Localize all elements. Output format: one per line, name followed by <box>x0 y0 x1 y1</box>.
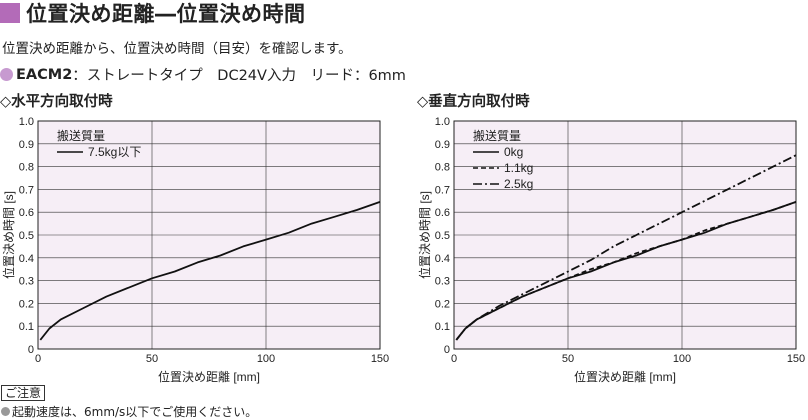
plot-frame <box>37 120 381 350</box>
y-tick-label: 1.0 <box>435 116 450 128</box>
section-label-horizontal: ◇水平方向取付時 <box>0 94 113 110</box>
y-tick-label: 0.2 <box>19 298 34 310</box>
plot-frame <box>453 120 797 350</box>
y-tick-label: 0.6 <box>435 207 450 219</box>
x-tick-label: 100 <box>673 353 691 365</box>
legend-label: 0kg <box>504 145 523 159</box>
page-title: 位置決め距離―位置決め時間 <box>26 2 306 26</box>
y-tick-label: 0.3 <box>435 276 450 288</box>
series-line <box>455 154 797 341</box>
legend-label: 1.1kg <box>504 161 533 175</box>
series-line <box>39 201 381 341</box>
y-tick-label: 0.1 <box>435 321 450 333</box>
y-tick-label: 0.1 <box>19 321 34 333</box>
x-tick-label: 150 <box>371 353 389 365</box>
legend-label: 7.5kg以下 <box>88 145 141 159</box>
y-tick-label: 0.9 <box>19 139 34 151</box>
y-tick-label: 0.5 <box>435 230 450 242</box>
note: 起動速度は、6mm/s以下でご使用ください。 <box>1 403 257 420</box>
y-tick-label: 0.4 <box>435 253 450 265</box>
x-tick-label: 100 <box>257 353 275 365</box>
title-bar: 位置決め距離―位置決め時間 <box>0 0 306 26</box>
legend-title: 搬送質量 <box>57 128 105 143</box>
y-tick-label: 0.7 <box>19 184 34 196</box>
x-tick-label: 0 <box>35 353 41 365</box>
model-line: EACM2 ：ストレートタイプ DC24V入力 リード：6mm <box>0 64 406 85</box>
y-tick-label: 0.4 <box>19 253 34 265</box>
y-axis-label: 位置決め時間 [s] <box>417 191 432 279</box>
x-tick-label: 0 <box>451 353 457 365</box>
page-subtitle: 位置決め距離から、位置決め時間（目安）を確認します。 <box>2 41 352 57</box>
model-name: EACM2 <box>16 66 73 83</box>
x-tick-label: 150 <box>787 353 805 365</box>
x-tick-label: 50 <box>562 353 574 365</box>
section-label-vertical: ◇垂直方向取付時 <box>417 94 530 110</box>
legend-title: 搬送質量 <box>473 128 521 143</box>
chart-vertical: 0 0.1 0.2 0.3 0.4 0.5 0.6 0.7 0.8 0.9 1.0 0 50 100 150… <box>417 116 805 384</box>
x-axis-label: 位置決め距離 [mm] <box>158 369 260 384</box>
y-tick-label: 0.9 <box>435 139 450 151</box>
legend-label: 2.5kg <box>504 177 533 191</box>
note-tag: ご注意 <box>1 385 46 401</box>
y-tick-label: 0.8 <box>435 162 450 174</box>
bullet-dot-icon <box>0 68 13 81</box>
y-tick-label: 0.2 <box>435 298 450 310</box>
y-tick-label: 0 <box>28 344 34 356</box>
y-tick-label: 0.6 <box>19 207 34 219</box>
title-square-icon <box>0 3 20 23</box>
chart-horizontal: 0 0.1 0.2 0.3 0.4 0.5 0.6 0.7 0.8 0.9 1.0 0 50 100 150… <box>1 116 389 384</box>
y-tick-label: 0.8 <box>19 162 34 174</box>
note-text: 起動速度は、6mm/s以下でご使用ください。 <box>12 405 258 419</box>
y-axis-label: 位置決め時間 [s] <box>1 191 16 279</box>
x-tick-label: 50 <box>146 353 158 365</box>
y-tick-label: 1.0 <box>19 116 34 128</box>
note-bullet-icon <box>1 407 10 416</box>
y-tick-label: 0 <box>444 344 450 356</box>
y-tick-label: 0.3 <box>19 276 34 288</box>
series-line <box>455 201 797 341</box>
x-axis-label: 位置決め距離 [mm] <box>574 369 676 384</box>
model-spec: ：ストレートタイプ DC24V入力 リード：6mm <box>72 68 406 84</box>
y-tick-label: 0.7 <box>435 184 450 196</box>
y-tick-label: 0.5 <box>19 230 34 242</box>
